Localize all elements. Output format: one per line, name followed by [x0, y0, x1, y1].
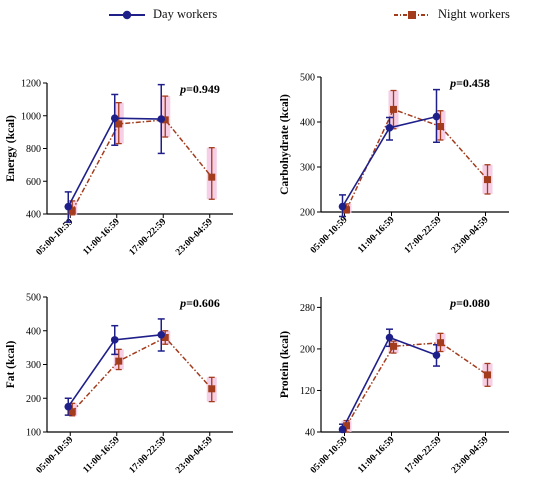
night-data-point — [161, 116, 169, 124]
y-tick-label: 300 — [300, 163, 315, 174]
chart-panel: 200 300 400 500 05:00-10:59 11:00-16:59 17:00-… — [279, 73, 509, 256]
p-value-symbol: p — [179, 82, 186, 96]
x-tick-label: 05:00-10:59 — [35, 435, 76, 476]
y-axis-label: Fat (kcal) — [5, 341, 17, 389]
night-series-line — [71, 119, 213, 212]
day-data-point — [110, 336, 119, 344]
day-data-point — [385, 124, 394, 132]
day-data-point — [157, 331, 166, 339]
x-tick-label: 23:00-04:59 — [174, 435, 215, 476]
y-tick-label: 500 — [26, 293, 41, 304]
night-data-point — [437, 123, 444, 130]
y-tick-label: 400 — [26, 326, 41, 337]
legend-day-marker — [109, 10, 145, 19]
night-series-line — [71, 336, 213, 413]
night-data-point — [484, 371, 491, 379]
day-data-point — [64, 202, 73, 211]
chart-panel: 400 600 800 1000 1200 05:00-10:59 11:00-16:59 1… — [5, 79, 233, 258]
legend-night-marker — [394, 10, 430, 19]
y-tick-label: 40 — [305, 428, 315, 439]
x-tick-label: 11:00-16:59 — [82, 217, 122, 257]
x-tick-label: 11:00-16:59 — [356, 215, 396, 255]
x-tick-label: 11:00-16:59 — [356, 435, 396, 475]
day-data-point — [385, 333, 394, 342]
y-tick-label: 280 — [300, 303, 315, 314]
p-value-number: =0.080 — [456, 296, 490, 310]
y-tick-label: 300 — [26, 360, 41, 371]
day-data-point — [64, 402, 73, 411]
legend-night-label: Night workers — [438, 7, 510, 21]
y-tick-label: 400 — [26, 210, 41, 221]
p-value-annotation: p=0.949 — [179, 82, 220, 96]
x-tick-label: 05:00-10:59 — [309, 435, 350, 476]
x-tick-label: 17:00-22:59 — [403, 215, 444, 256]
p-value-symbol: p — [449, 76, 456, 90]
p-value-symbol: p — [179, 296, 186, 310]
day-data-point — [110, 114, 119, 123]
y-tick-label: 100 — [26, 428, 41, 439]
legend-day-label: Day workers — [153, 7, 218, 21]
night-data-point — [68, 408, 76, 416]
day-data-point — [338, 202, 347, 211]
y-tick-label: 1000 — [21, 111, 41, 122]
x-tick-label: 23:00-04:59 — [450, 435, 491, 476]
night-data-point — [161, 334, 169, 341]
legend-night-workers: Night workers — [392, 7, 510, 22]
chart-panel: 100 200 300 400 500 05:00-10:59 11:00-16:59 17:… — [5, 293, 233, 476]
night-series-line — [345, 341, 488, 427]
y-tick-label: 600 — [26, 177, 41, 188]
night-data-point — [68, 207, 76, 215]
x-tick-label: 23:00-04:59 — [450, 215, 491, 256]
day-data-point — [157, 115, 166, 123]
y-axis-label: Energy (kcal) — [5, 115, 17, 182]
x-tick-label: 23:00-04:59 — [174, 217, 215, 258]
x-tick-label: 11:00-16:59 — [82, 435, 122, 475]
x-tick-label: 05:00-10:59 — [309, 215, 350, 256]
y-tick-label: 200 — [300, 208, 315, 219]
night-data-point — [343, 206, 350, 214]
y-tick-label: 500 — [300, 73, 315, 84]
legend-day-workers: Day workers — [107, 7, 217, 22]
y-axis-label: Protein (kcal) — [279, 331, 291, 398]
night-series-line — [345, 108, 489, 211]
day-data-point — [338, 425, 347, 434]
night-data-point — [484, 176, 491, 184]
y-axis-label: Carbohydrate (kcal) — [279, 94, 291, 195]
p-value-number: =0.606 — [186, 296, 220, 310]
y-tick-label: 200 — [26, 394, 41, 405]
night-data-point — [343, 422, 350, 430]
night-data-point — [437, 339, 444, 347]
night-data-point — [208, 173, 216, 181]
night-data-point — [208, 385, 216, 393]
y-tick-label: 200 — [300, 344, 315, 355]
night-data-point — [115, 120, 123, 128]
y-tick-label: 400 — [300, 118, 315, 129]
p-value-annotation: p=0.458 — [449, 76, 490, 90]
day-data-point — [432, 351, 441, 359]
y-tick-label: 1200 — [21, 79, 41, 90]
y-tick-label: 120 — [300, 386, 315, 397]
y-tick-label: 800 — [26, 144, 41, 155]
chart-panel: 40 120 200 280 05:00-10:59 11:00-16:59 17:00-2… — [279, 296, 509, 476]
p-value-number: =0.949 — [186, 82, 220, 96]
p-value-annotation: p=0.080 — [449, 296, 490, 310]
p-value-symbol: p — [449, 296, 456, 310]
x-tick-label: 17:00-22:59 — [403, 435, 444, 476]
night-data-point — [390, 342, 397, 350]
day-data-point — [432, 112, 441, 121]
night-data-point — [390, 105, 397, 113]
x-tick-label: 17:00-22:59 — [128, 217, 169, 258]
x-tick-label: 17:00-22:59 — [128, 435, 169, 476]
p-value-number: =0.458 — [456, 76, 490, 90]
night-data-point — [115, 357, 123, 365]
x-tick-label: 05:00-10:59 — [35, 217, 76, 258]
p-value-annotation: p=0.606 — [179, 296, 220, 310]
